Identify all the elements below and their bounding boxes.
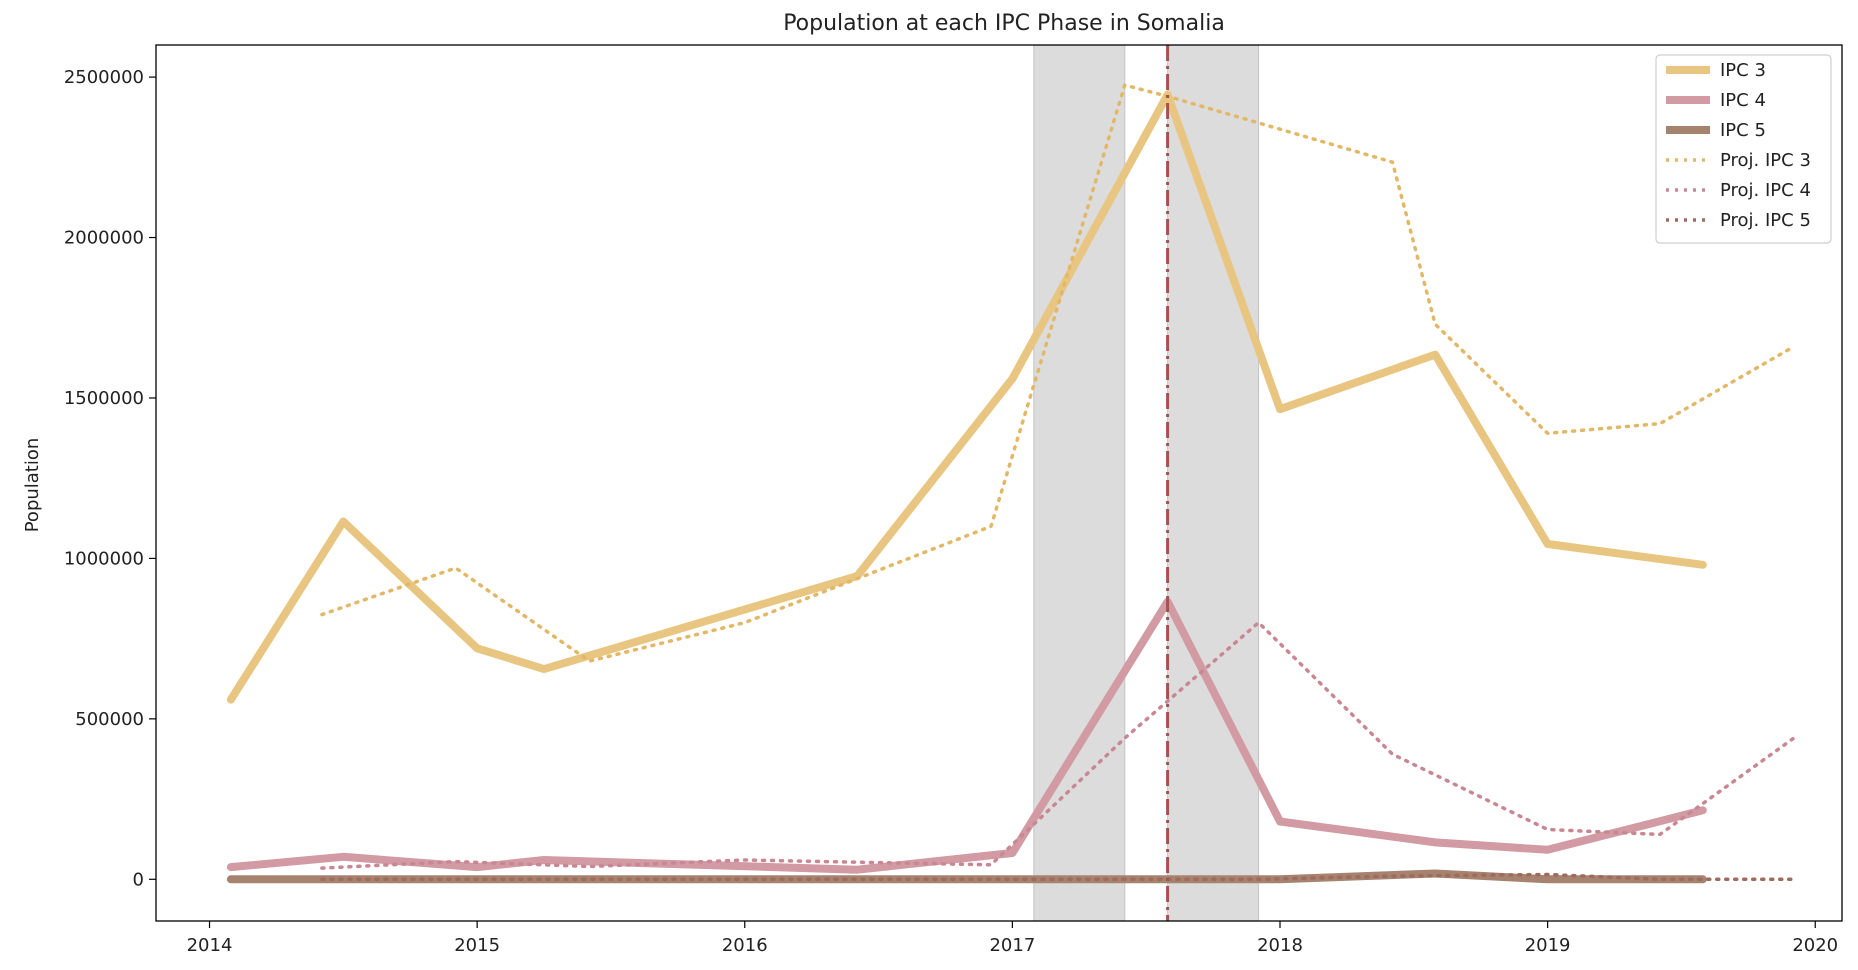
data-point-proj-ipc-5-7 <box>1392 876 1393 877</box>
y-tick-label: 500000 <box>75 709 144 730</box>
shaded-region-1 <box>1033 44 1126 922</box>
x-tick-label: 2014 <box>187 935 233 956</box>
x-tick-label: 2016 <box>722 935 768 956</box>
data-point-ipc-4-2 <box>477 867 478 868</box>
data-point-proj-ipc-4-8 <box>1547 829 1548 830</box>
series-line-proj-ipc-5 <box>320 872 1796 882</box>
data-point-ipc-3-9 <box>1547 543 1548 544</box>
data-point-ipc-4-3 <box>544 860 545 861</box>
data-point-proj-ipc-4-10 <box>1793 738 1794 739</box>
data-point-proj-ipc-4-2 <box>589 866 590 867</box>
data-point-ipc-5-0 <box>230 879 231 880</box>
data-point-ipc-3-7 <box>1280 409 1281 410</box>
data-point-ipc-3-10 <box>1702 564 1703 565</box>
data-point-proj-ipc-3-7 <box>1392 162 1393 163</box>
series-line-ipc-4 <box>226 597 1707 874</box>
chart-title: Population at each IPC Phase in Somalia <box>783 11 1225 36</box>
data-point-proj-ipc-5-6 <box>1258 879 1259 880</box>
data-point-proj-ipc-3-5 <box>1124 85 1125 86</box>
data-point-ipc-4-9 <box>1547 849 1548 850</box>
data-point-ipc-5-7 <box>1280 879 1281 880</box>
x-tick-label: 2020 <box>1792 935 1838 956</box>
data-point-proj-ipc-4-4 <box>990 864 991 865</box>
legend-label: IPC 5 <box>1720 120 1766 141</box>
plot-frame <box>155 44 1843 922</box>
data-point-ipc-4-5 <box>1012 852 1013 853</box>
legend: IPC 3 IPC 4 IPC 5 Proj. IPC 3 Proj. IPC 4 Pro… <box>1655 54 1832 244</box>
data-point-ipc-4-4 <box>857 869 858 870</box>
series-line-ipc-3 <box>226 90 1707 704</box>
data-point-proj-ipc-4-1 <box>455 861 456 862</box>
data-point-proj-ipc-4-3 <box>744 860 745 861</box>
data-point-ipc-3-8 <box>1435 354 1436 355</box>
data-point-ipc-3-5 <box>1012 378 1013 379</box>
data-point-ipc-5-8 <box>1435 873 1436 874</box>
data-point-ipc-3-0 <box>230 699 231 700</box>
data-point-proj-ipc-5-5 <box>1124 879 1125 880</box>
series-lines <box>226 83 1796 884</box>
data-point-ipc-3-4 <box>857 576 858 577</box>
data-point-proj-ipc-3-1 <box>455 568 456 569</box>
data-point-proj-ipc-5-9 <box>1660 879 1661 880</box>
data-point-proj-ipc-4-7 <box>1392 754 1393 755</box>
data-point-ipc-5-3 <box>544 879 545 880</box>
y-axis-label: Population <box>22 438 43 533</box>
data-point-proj-ipc-3-10 <box>1660 423 1661 424</box>
shaded-region-2 <box>1167 44 1260 922</box>
x-tick-label: 2018 <box>1257 935 1303 956</box>
data-point-proj-ipc-3-2 <box>589 661 590 662</box>
data-point-proj-ipc-5-2 <box>589 879 590 880</box>
legend-label: IPC 3 <box>1720 60 1766 81</box>
y-tick-label: 2000000 <box>64 228 144 249</box>
legend-label: Proj. IPC 3 <box>1720 150 1811 171</box>
x-axis: 2014 2015 2016 2017 2018 2019 2020 <box>187 921 1838 956</box>
data-point-ipc-4-0 <box>230 867 231 868</box>
y-tick-label: 1500000 <box>64 388 144 409</box>
data-point-proj-ipc-5-4 <box>990 879 991 880</box>
data-point-proj-ipc-5-10 <box>1793 879 1794 880</box>
data-point-proj-ipc-4-5 <box>1124 738 1125 739</box>
data-point-ipc-4-1 <box>343 856 344 857</box>
series-line-proj-ipc-4 <box>320 620 1796 870</box>
x-tick-label: 2019 <box>1525 935 1571 956</box>
data-point-proj-ipc-3-8 <box>1435 324 1436 325</box>
data-point-ipc-5-4 <box>857 879 858 880</box>
data-point-ipc-3-3 <box>544 669 545 670</box>
data-point-proj-ipc-5-0 <box>321 879 322 880</box>
y-tick-label: 0 <box>133 869 144 890</box>
data-point-ipc-3-1 <box>343 521 344 522</box>
legend-label: Proj. IPC 4 <box>1720 180 1811 201</box>
legend-label: IPC 4 <box>1720 90 1766 111</box>
series-line-proj-ipc-3 <box>320 83 1796 663</box>
x-tick-label: 2017 <box>989 935 1035 956</box>
x-tick-label: 2015 <box>454 935 500 956</box>
data-point-ipc-4-10 <box>1702 810 1703 811</box>
data-point-ipc-3-2 <box>477 648 478 649</box>
data-point-proj-ipc-3-3 <box>744 622 745 623</box>
data-point-proj-ipc-3-0 <box>321 614 322 615</box>
data-point-proj-ipc-5-8 <box>1547 874 1548 875</box>
data-point-proj-ipc-3-9 <box>1547 433 1548 434</box>
shaded-regions <box>1033 44 1260 922</box>
data-point-proj-ipc-3-11 <box>1793 346 1794 347</box>
data-point-proj-ipc-3-4 <box>990 526 991 527</box>
data-point-ipc-4-7 <box>1280 821 1281 822</box>
data-point-ipc-5-5 <box>1012 879 1013 880</box>
data-point-proj-ipc-4-6 <box>1258 622 1259 623</box>
data-point-ipc-4-8 <box>1435 842 1436 843</box>
y-axis: 0 500000 1000000 1500000 2000000 2500000 <box>64 67 156 890</box>
y-tick-label: 1000000 <box>64 548 144 569</box>
y-tick-label: 2500000 <box>64 67 144 88</box>
data-point-proj-ipc-5-1 <box>455 879 456 880</box>
legend-label: Proj. IPC 5 <box>1720 210 1811 231</box>
data-point-proj-ipc-5-3 <box>744 879 745 880</box>
data-point-proj-ipc-4-9 <box>1660 834 1661 835</box>
data-point-ipc-5-9 <box>1547 879 1548 880</box>
data-point-proj-ipc-4-0 <box>321 868 322 869</box>
